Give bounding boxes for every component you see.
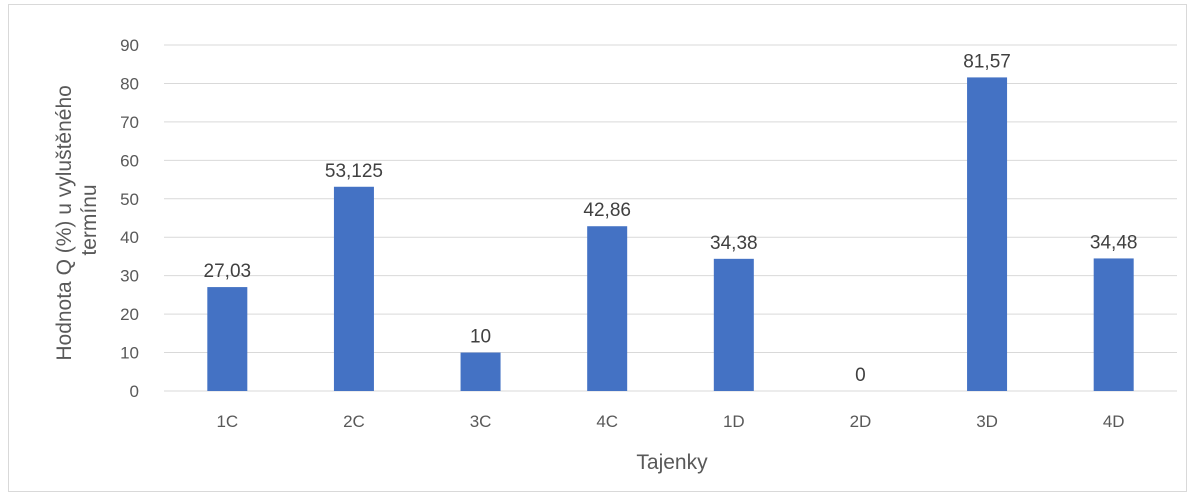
bar-4D xyxy=(1093,258,1134,391)
y-axis-title-line-2: termínu xyxy=(78,184,101,255)
data-label-1D: 34,38 xyxy=(710,233,758,254)
x-tick-label-2D: 2D xyxy=(850,412,872,431)
bars xyxy=(207,77,1134,392)
x-tick-label-3D: 3D xyxy=(976,412,998,431)
bar-3C xyxy=(460,352,501,391)
y-axis-title-line-1: Hodnota Q (%) u vyluštěného xyxy=(53,85,76,360)
x-tick-label-1D: 1D xyxy=(723,412,745,431)
y-axis-title: Hodnota Q (%) u vyluštěného termínu xyxy=(53,79,101,360)
x-tick-label-4C: 4C xyxy=(596,412,618,431)
chart-frame: 0 10 20 30 40 50 60 70 80 90 27,03 53,125 10 42,86 34… xyxy=(8,4,1187,492)
data-label-3C: 10 xyxy=(470,327,491,348)
y-tick-label: 40 xyxy=(120,228,139,247)
bar-3D xyxy=(967,77,1008,392)
y-tick-label: 30 xyxy=(120,267,139,286)
data-label-4C: 42,86 xyxy=(583,200,631,221)
gridlines xyxy=(164,44,1177,392)
x-tick-label-2C: 2C xyxy=(343,412,365,431)
bar-chart: 0 10 20 30 40 50 60 70 80 90 27,03 53,125 10 42,86 34… xyxy=(53,36,1177,474)
bar-4C xyxy=(587,226,628,391)
bar-1C xyxy=(207,287,248,391)
y-tick-label: 0 xyxy=(130,382,139,401)
y-axis-ticks: 0 10 20 30 40 50 60 70 80 90 xyxy=(120,36,139,401)
data-label-3D: 81,57 xyxy=(963,51,1011,72)
data-label-4D: 34,48 xyxy=(1090,232,1138,253)
x-axis-ticks: 1C 2C 3C 4C 1D 2D 3D 4D xyxy=(216,412,1124,431)
y-tick-label: 60 xyxy=(120,151,139,170)
y-tick-label: 50 xyxy=(120,190,139,209)
data-labels: 27,03 53,125 10 42,86 34,38 0 81,57 34,48 xyxy=(204,51,1138,386)
y-tick-label: 70 xyxy=(120,113,139,132)
y-tick-label: 80 xyxy=(120,74,139,93)
y-tick-label: 20 xyxy=(120,305,139,324)
bar-2C xyxy=(333,186,374,391)
bar-1D xyxy=(713,258,754,391)
y-tick-label: 90 xyxy=(120,36,139,55)
x-tick-label-1C: 1C xyxy=(216,412,238,431)
x-tick-label-3C: 3C xyxy=(470,412,492,431)
y-tick-label: 10 xyxy=(120,344,139,363)
x-tick-label-4D: 4D xyxy=(1103,412,1125,431)
data-label-1C: 27,03 xyxy=(204,261,252,282)
x-axis-title: Tajenky xyxy=(636,451,708,474)
data-label-2C: 53,125 xyxy=(325,161,383,182)
data-label-2D: 0 xyxy=(855,365,866,386)
